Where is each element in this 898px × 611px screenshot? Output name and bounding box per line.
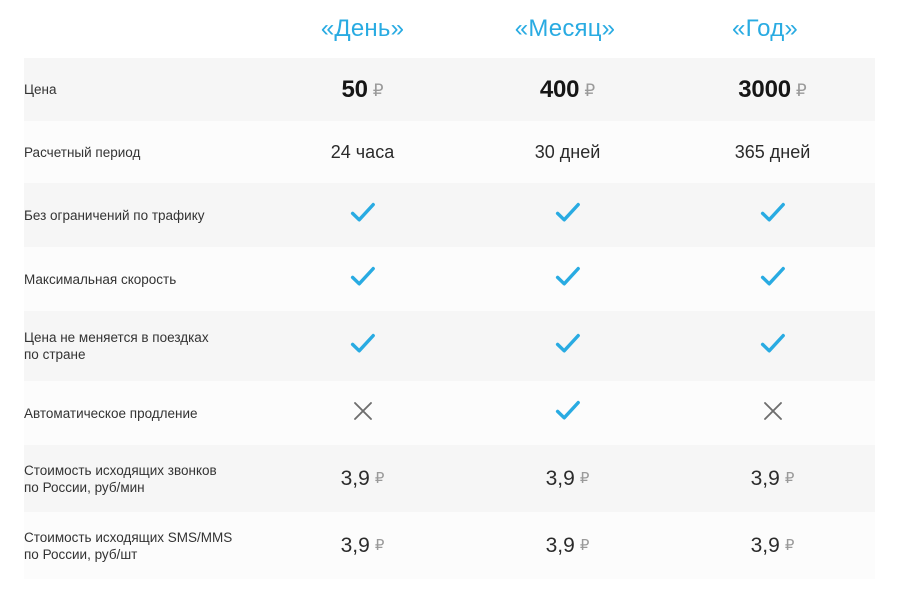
- value-cell-billing-period-3: 365 дней: [670, 121, 875, 183]
- comparison-table-body: Цена 50 ₽400 ₽3000 ₽ Расчетный период 24 часа 3…: [24, 58, 875, 579]
- value-amount: 3,9: [545, 466, 575, 490]
- check-icon: [760, 266, 786, 288]
- value-cell-price-fixed-travel-2: [465, 311, 670, 381]
- value-amount: 3,9: [340, 533, 370, 557]
- value-cell-outgoing-sms-price-1: 3,9 ₽: [260, 512, 465, 579]
- value-cell-max-speed-3: [670, 247, 875, 311]
- feature-label-line: по стране: [24, 347, 86, 362]
- value-amount: 3,9: [545, 533, 575, 557]
- check-icon: [555, 400, 581, 422]
- value-cell-outgoing-calls-price-2: 3,9 ₽: [465, 445, 670, 512]
- plan-header-year[interactable]: «Год»: [732, 15, 798, 42]
- value-text: 365 дней: [734, 141, 811, 162]
- currency-symbol: ₽: [795, 80, 807, 100]
- check-icon: [555, 266, 581, 288]
- feature-label-line: Цена: [24, 82, 57, 97]
- value-cell-auto-renewal-1: [260, 381, 465, 445]
- cross-icon: [352, 400, 374, 422]
- table-row: Цена 50 ₽400 ₽3000 ₽: [24, 58, 875, 121]
- value-amount: 3000: [738, 75, 791, 103]
- value-cell-price-3: 3000 ₽: [670, 58, 875, 121]
- check-icon: [760, 202, 786, 224]
- currency-symbol: ₽: [374, 469, 385, 487]
- currency-symbol: ₽: [784, 536, 795, 554]
- value-amount: 50: [341, 75, 368, 103]
- currency-symbol: ₽: [372, 80, 384, 100]
- value-amount: 400: [539, 75, 580, 103]
- value-text: 30 дней: [534, 141, 601, 162]
- value-cell-unlimited-traffic-2: [465, 183, 670, 247]
- value-cell-outgoing-sms-price-3: 3,9 ₽: [670, 512, 875, 579]
- check-icon: [760, 333, 786, 355]
- cross-icon: [762, 400, 784, 422]
- check-icon: [350, 202, 376, 224]
- currency-symbol: ₽: [374, 536, 385, 554]
- plan-header-row: «День» «Месяц» «Год»: [0, 0, 898, 58]
- feature-label-auto-renewal: Автоматическое продление: [24, 381, 260, 445]
- value-cell-auto-renewal-2: [465, 381, 670, 445]
- feature-label-price-fixed-travel: Цена не меняется в поездках по стране: [24, 311, 260, 381]
- feature-label-line: Стоимость исходящих SMS/MMS: [24, 529, 233, 545]
- comparison-table: Цена 50 ₽400 ₽3000 ₽ Расчетный период 24 часа 3…: [24, 58, 875, 579]
- feature-label-line: Стоимость исходящих звонков: [24, 462, 217, 478]
- feature-label-line: Цена не меняется в поездках: [24, 330, 209, 345]
- table-row: Стоимость исходящих SMS/MMS по России, ру…: [24, 512, 875, 579]
- value-cell-price-1: 50 ₽: [260, 58, 465, 121]
- value-cell-max-speed-1: [260, 247, 465, 311]
- plan-header-month[interactable]: «Месяц»: [514, 15, 616, 42]
- table-row: Цена не меняется в поездках по стране: [24, 311, 875, 381]
- feature-label-outgoing-calls-price: Стоимость исходящих звонков по России, ру…: [24, 445, 260, 512]
- table-row: Расчетный период 24 часа 30 дней 365 дней: [24, 121, 875, 183]
- value-cell-price-2: 400 ₽: [465, 58, 670, 121]
- plan-header-day[interactable]: «День»: [320, 15, 405, 42]
- currency-symbol: ₽: [584, 80, 596, 100]
- value-amount: 3,9: [340, 466, 370, 490]
- currency-symbol: ₽: [784, 469, 795, 487]
- check-icon: [555, 202, 581, 224]
- feature-label-max-speed: Максимальная скорость: [24, 247, 260, 311]
- feature-label-line: Автоматическое продление: [24, 405, 198, 421]
- value-cell-price-fixed-travel-1: [260, 311, 465, 381]
- feature-label-line: по России, руб/шт: [24, 546, 138, 562]
- value-cell-price-fixed-travel-3: [670, 311, 875, 381]
- feature-label-line: по России, руб/мин: [24, 479, 145, 495]
- currency-symbol: ₽: [579, 536, 590, 554]
- check-icon: [350, 333, 376, 355]
- feature-label-line: Максимальная скорость: [24, 271, 177, 287]
- table-row: Без ограничений по трафику: [24, 183, 875, 247]
- table-row: Стоимость исходящих звонков по России, ру…: [24, 445, 875, 512]
- value-amount: 3,9: [750, 466, 780, 490]
- check-icon: [555, 333, 581, 355]
- value-amount: 3,9: [750, 533, 780, 557]
- value-text: 24 часа: [330, 141, 395, 162]
- value-cell-unlimited-traffic-3: [670, 183, 875, 247]
- value-cell-auto-renewal-3: [670, 381, 875, 445]
- feature-label-unlimited-traffic: Без ограничений по трафику: [24, 183, 260, 247]
- value-cell-billing-period-1: 24 часа: [260, 121, 465, 183]
- table-row: Автоматическое продление: [24, 381, 875, 445]
- value-cell-outgoing-calls-price-3: 3,9 ₽: [670, 445, 875, 512]
- value-cell-outgoing-calls-price-1: 3,9 ₽: [260, 445, 465, 512]
- check-icon: [350, 266, 376, 288]
- table-row: Максимальная скорость: [24, 247, 875, 311]
- currency-symbol: ₽: [579, 469, 590, 487]
- feature-label-outgoing-sms-price: Стоимость исходящих SMS/MMS по России, ру…: [24, 512, 260, 579]
- value-cell-max-speed-2: [465, 247, 670, 311]
- feature-label-line: Расчетный период: [24, 144, 141, 160]
- feature-label-billing-period: Расчетный период: [24, 121, 260, 183]
- value-cell-billing-period-2: 30 дней: [465, 121, 670, 183]
- value-cell-unlimited-traffic-1: [260, 183, 465, 247]
- value-cell-outgoing-sms-price-2: 3,9 ₽: [465, 512, 670, 579]
- feature-label-line: Без ограничений по трафику: [24, 207, 205, 223]
- feature-label-price: Цена: [24, 58, 260, 121]
